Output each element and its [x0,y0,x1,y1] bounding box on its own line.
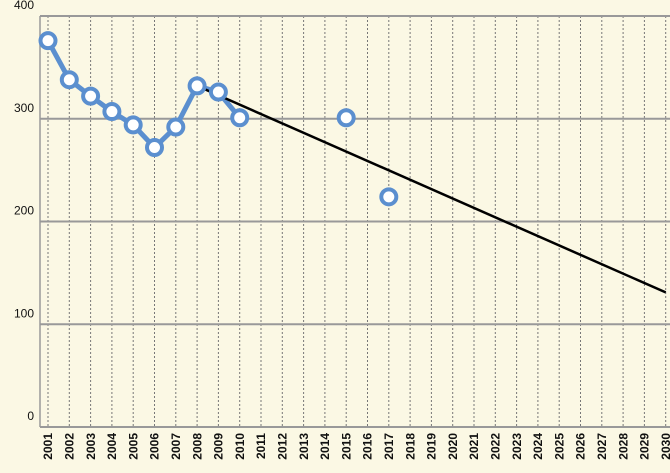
x-tick-label: 2003 [84,433,98,460]
data-point [102,102,122,122]
y-tick-label: 100 [14,306,34,320]
x-tick-label: 2010 [233,433,247,460]
data-point [38,31,58,51]
data-point [166,117,186,137]
x-tick-label: 2024 [531,433,545,460]
x-tick-label: 2025 [552,433,566,460]
x-tick-label: 2030 [659,433,670,460]
y-tick-label: 0 [27,409,34,423]
x-tick-label: 2007 [169,433,183,460]
x-tick-label: 2016 [361,433,375,460]
data-point [208,82,228,102]
x-tick-label: 2018 [403,433,417,460]
x-tick-label: 2011 [254,433,268,459]
x-tick-label: 2017 [382,433,396,460]
x-tick-label: 2019 [425,433,439,460]
data-point [187,76,207,96]
x-tick-label: 2028 [616,433,630,460]
x-tick-label: 2006 [148,433,162,460]
y-tick-label: 400 [14,0,34,12]
y-tick-label: 300 [14,101,34,115]
x-tick-label: 2002 [62,433,76,460]
x-tick-label: 2001 [41,433,55,460]
x-tick-label: 2014 [318,433,332,460]
data-point [59,70,79,90]
x-tick-label: 2023 [510,433,524,460]
data-point [230,108,250,128]
x-tick-label: 2012 [275,433,289,460]
data-point [336,108,356,128]
data-point [81,86,101,106]
x-tick-label: 2029 [638,433,652,460]
x-tick-label: 2027 [595,433,609,460]
x-tick-label: 2021 [467,433,481,460]
x-tick-label: 2020 [446,433,460,460]
x-tick-label: 2015 [339,433,353,460]
x-tick-label: 2005 [126,433,140,460]
x-tick-label: 2026 [574,433,588,460]
trend-line [196,84,667,294]
data-point [123,115,143,135]
data-point [379,187,399,207]
data-point [145,138,164,158]
x-tick-label: 2004 [105,433,119,460]
y-tick-label: 200 [14,204,34,218]
x-tick-label: 2008 [190,433,204,460]
x-tick-label: 2009 [212,433,226,460]
series-line [45,39,242,151]
x-tick-label: 2013 [297,433,311,460]
x-tick-label: 2022 [488,433,502,460]
